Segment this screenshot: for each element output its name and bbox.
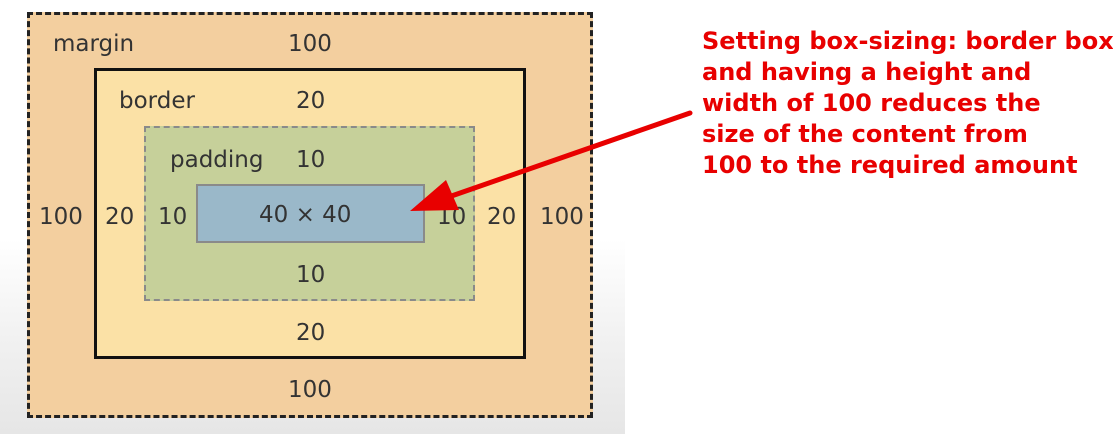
padding-label: padding (170, 147, 264, 173)
annotation-line: size of the content from (702, 120, 1028, 148)
annotation-text: Setting box-sizing: border box and havin… (702, 26, 1113, 181)
annotation-line: Setting box-sizing: border box (702, 27, 1113, 55)
border-top-value[interactable]: 20 (296, 88, 326, 114)
margin-label: margin (53, 31, 135, 57)
annotation-line: width of 100 reduces the (702, 89, 1041, 117)
margin-bottom-value[interactable]: 100 (288, 377, 332, 403)
margin-right-value[interactable]: 100 (540, 204, 584, 230)
annotation-line: 100 to the required amount (702, 151, 1078, 179)
content-box[interactable] (196, 184, 425, 243)
box-model-panel: margin 100 100 100 100 border 20 20 20 2… (0, 0, 625, 434)
annotation-line: and having a height and (702, 58, 1032, 86)
border-bottom-value[interactable]: 20 (296, 320, 326, 346)
padding-top-value[interactable]: 10 (296, 147, 326, 173)
margin-top-value[interactable]: 100 (288, 31, 332, 57)
border-right-value[interactable]: 20 (487, 204, 517, 230)
border-label: border (119, 88, 195, 114)
padding-left-value[interactable]: 10 (158, 204, 188, 230)
margin-left-value[interactable]: 100 (39, 204, 83, 230)
content-dimensions[interactable]: 40 × 40 (259, 202, 352, 228)
padding-bottom-value[interactable]: 10 (296, 262, 326, 288)
border-left-value[interactable]: 20 (105, 204, 135, 230)
padding-right-value[interactable]: 10 (437, 204, 467, 230)
